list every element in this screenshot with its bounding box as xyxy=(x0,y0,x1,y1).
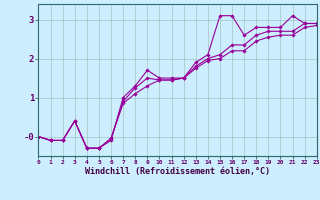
X-axis label: Windchill (Refroidissement éolien,°C): Windchill (Refroidissement éolien,°C) xyxy=(85,167,270,176)
